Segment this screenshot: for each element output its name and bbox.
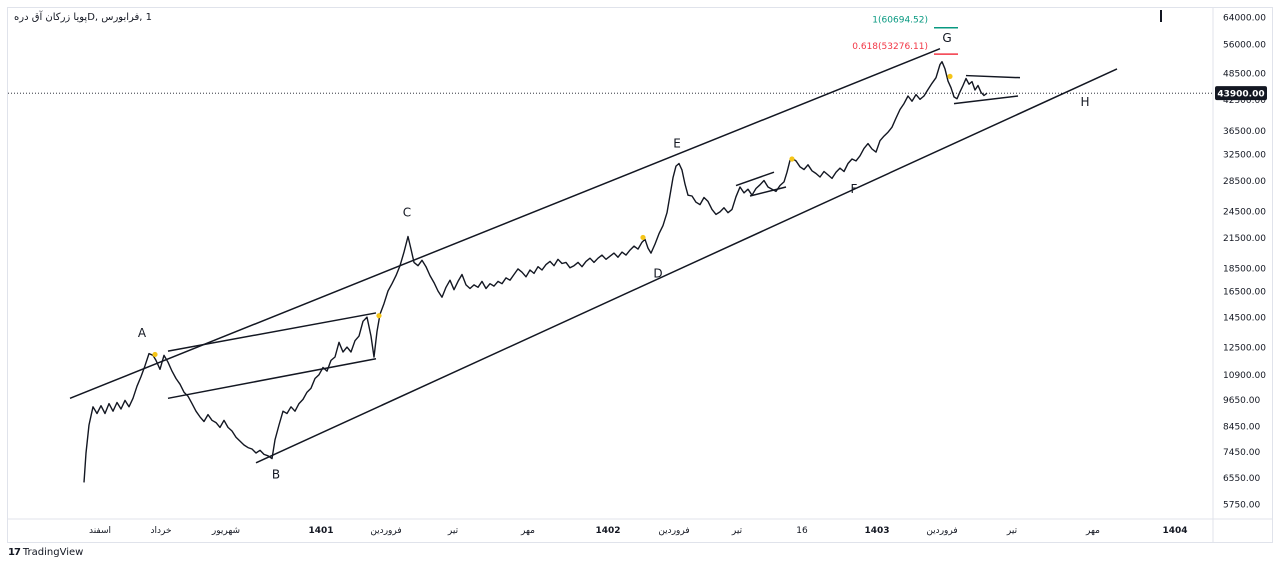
y-tick-label: 14500.00	[1223, 314, 1266, 324]
y-tick-label: 24500.00	[1223, 208, 1266, 218]
y-tick-label: 42500.00	[1223, 96, 1266, 106]
wave-label-c: C	[403, 206, 411, 220]
trend-lines-layer: 1(60694.52) 0.618(53276.11)	[8, 16, 1213, 464]
y-tick-label: 6550.00	[1223, 474, 1260, 484]
trend-line	[735, 171, 775, 187]
signal-marker	[152, 351, 158, 358]
y-tick-label: 36500.00	[1223, 127, 1266, 137]
x-tick-label: 1401	[308, 526, 333, 536]
x-tick-label: فروردین	[926, 526, 957, 536]
x-tick-label: تیر	[731, 526, 743, 536]
wave-label-b: B	[272, 468, 280, 482]
wave-labels-layer: A B C D E F G H	[138, 31, 1090, 482]
y-tick-label: 7450.00	[1223, 448, 1260, 458]
symbol-title: 1 ,فرابورس ,Dپویا زرکان آق دره	[14, 12, 153, 23]
tradingview-brand[interactable]: 17 TradingView	[8, 547, 83, 558]
x-tick-label: خرداد	[150, 526, 171, 536]
signal-marker	[789, 156, 795, 162]
trend-line	[69, 48, 941, 400]
y-tick-label: 64000.00	[1223, 14, 1266, 24]
x-tick-label: شهریور	[211, 526, 240, 536]
signal-marker	[376, 313, 382, 319]
current-price-label: 43900.00	[1217, 90, 1264, 100]
trend-line	[953, 95, 1019, 105]
y-tick-label: 56000.00	[1223, 40, 1266, 50]
x-tick-label: اسفند	[89, 526, 111, 536]
y-tick-label: 28500.00	[1223, 177, 1266, 187]
chart-frame	[7, 7, 1273, 543]
trend-line	[167, 357, 377, 400]
cursor-marker	[1160, 10, 1162, 22]
y-tick-label: 21500.00	[1223, 234, 1266, 244]
wave-label-h: H	[1080, 95, 1089, 109]
x-tick-label: تیر	[1006, 526, 1018, 536]
wave-label-a: A	[138, 326, 147, 340]
time-axis: اسفند خرداد شهریور 1401 فروردین تیر مهر 1402 فرو…	[8, 518, 1272, 536]
tradingview-logo-icon: 17	[8, 547, 21, 558]
y-tick-label: 48500.00	[1223, 70, 1266, 80]
signal-marker	[947, 73, 953, 80]
brand-name: TradingView	[22, 547, 84, 558]
current-price-badge	[1215, 86, 1267, 101]
y-tick-label: 32500.00	[1223, 150, 1266, 160]
y-tick-label: 12500.00	[1223, 344, 1266, 354]
y-tick-label: 8450.00	[1223, 423, 1260, 433]
x-tick-label: تیر	[447, 526, 459, 536]
wave-label-f: F	[851, 182, 858, 196]
wave-label-e: E	[673, 137, 681, 151]
x-tick-label: 1402	[595, 526, 620, 536]
signal-marker	[640, 234, 646, 241]
fib-level-label: 1(60694.52)	[872, 16, 928, 26]
x-tick-label: مهر	[520, 526, 535, 536]
trend-line	[255, 68, 1118, 464]
x-tick-label: 16	[796, 526, 808, 536]
x-tick-label: 1403	[864, 526, 889, 536]
x-tick-label: 1404	[1162, 526, 1187, 536]
wave-label-g: G	[942, 31, 951, 45]
y-tick-label: 10900.00	[1223, 371, 1266, 381]
x-tick-label: مهر	[1085, 526, 1100, 536]
trend-line	[965, 74, 1021, 79]
x-tick-label: فروردین	[370, 526, 401, 536]
trend-line	[167, 312, 377, 352]
wave-label-d: D	[653, 266, 662, 280]
y-tick-label: 5750.00	[1223, 501, 1260, 511]
trend-line	[749, 186, 787, 197]
y-tick-label: 9650.00	[1223, 396, 1260, 406]
price-series-line	[83, 61, 988, 483]
price-line-layer	[83, 61, 988, 483]
price-axis: 64000.00 56000.00 48500.00 42500.00 36500.00…	[1212, 8, 1267, 542]
y-tick-label: 18500.00	[1223, 264, 1266, 274]
y-tick-label: 16500.00	[1223, 287, 1266, 297]
fib-level-label: 0.618(53276.11)	[852, 42, 928, 52]
x-tick-label: فروردین	[658, 526, 689, 536]
